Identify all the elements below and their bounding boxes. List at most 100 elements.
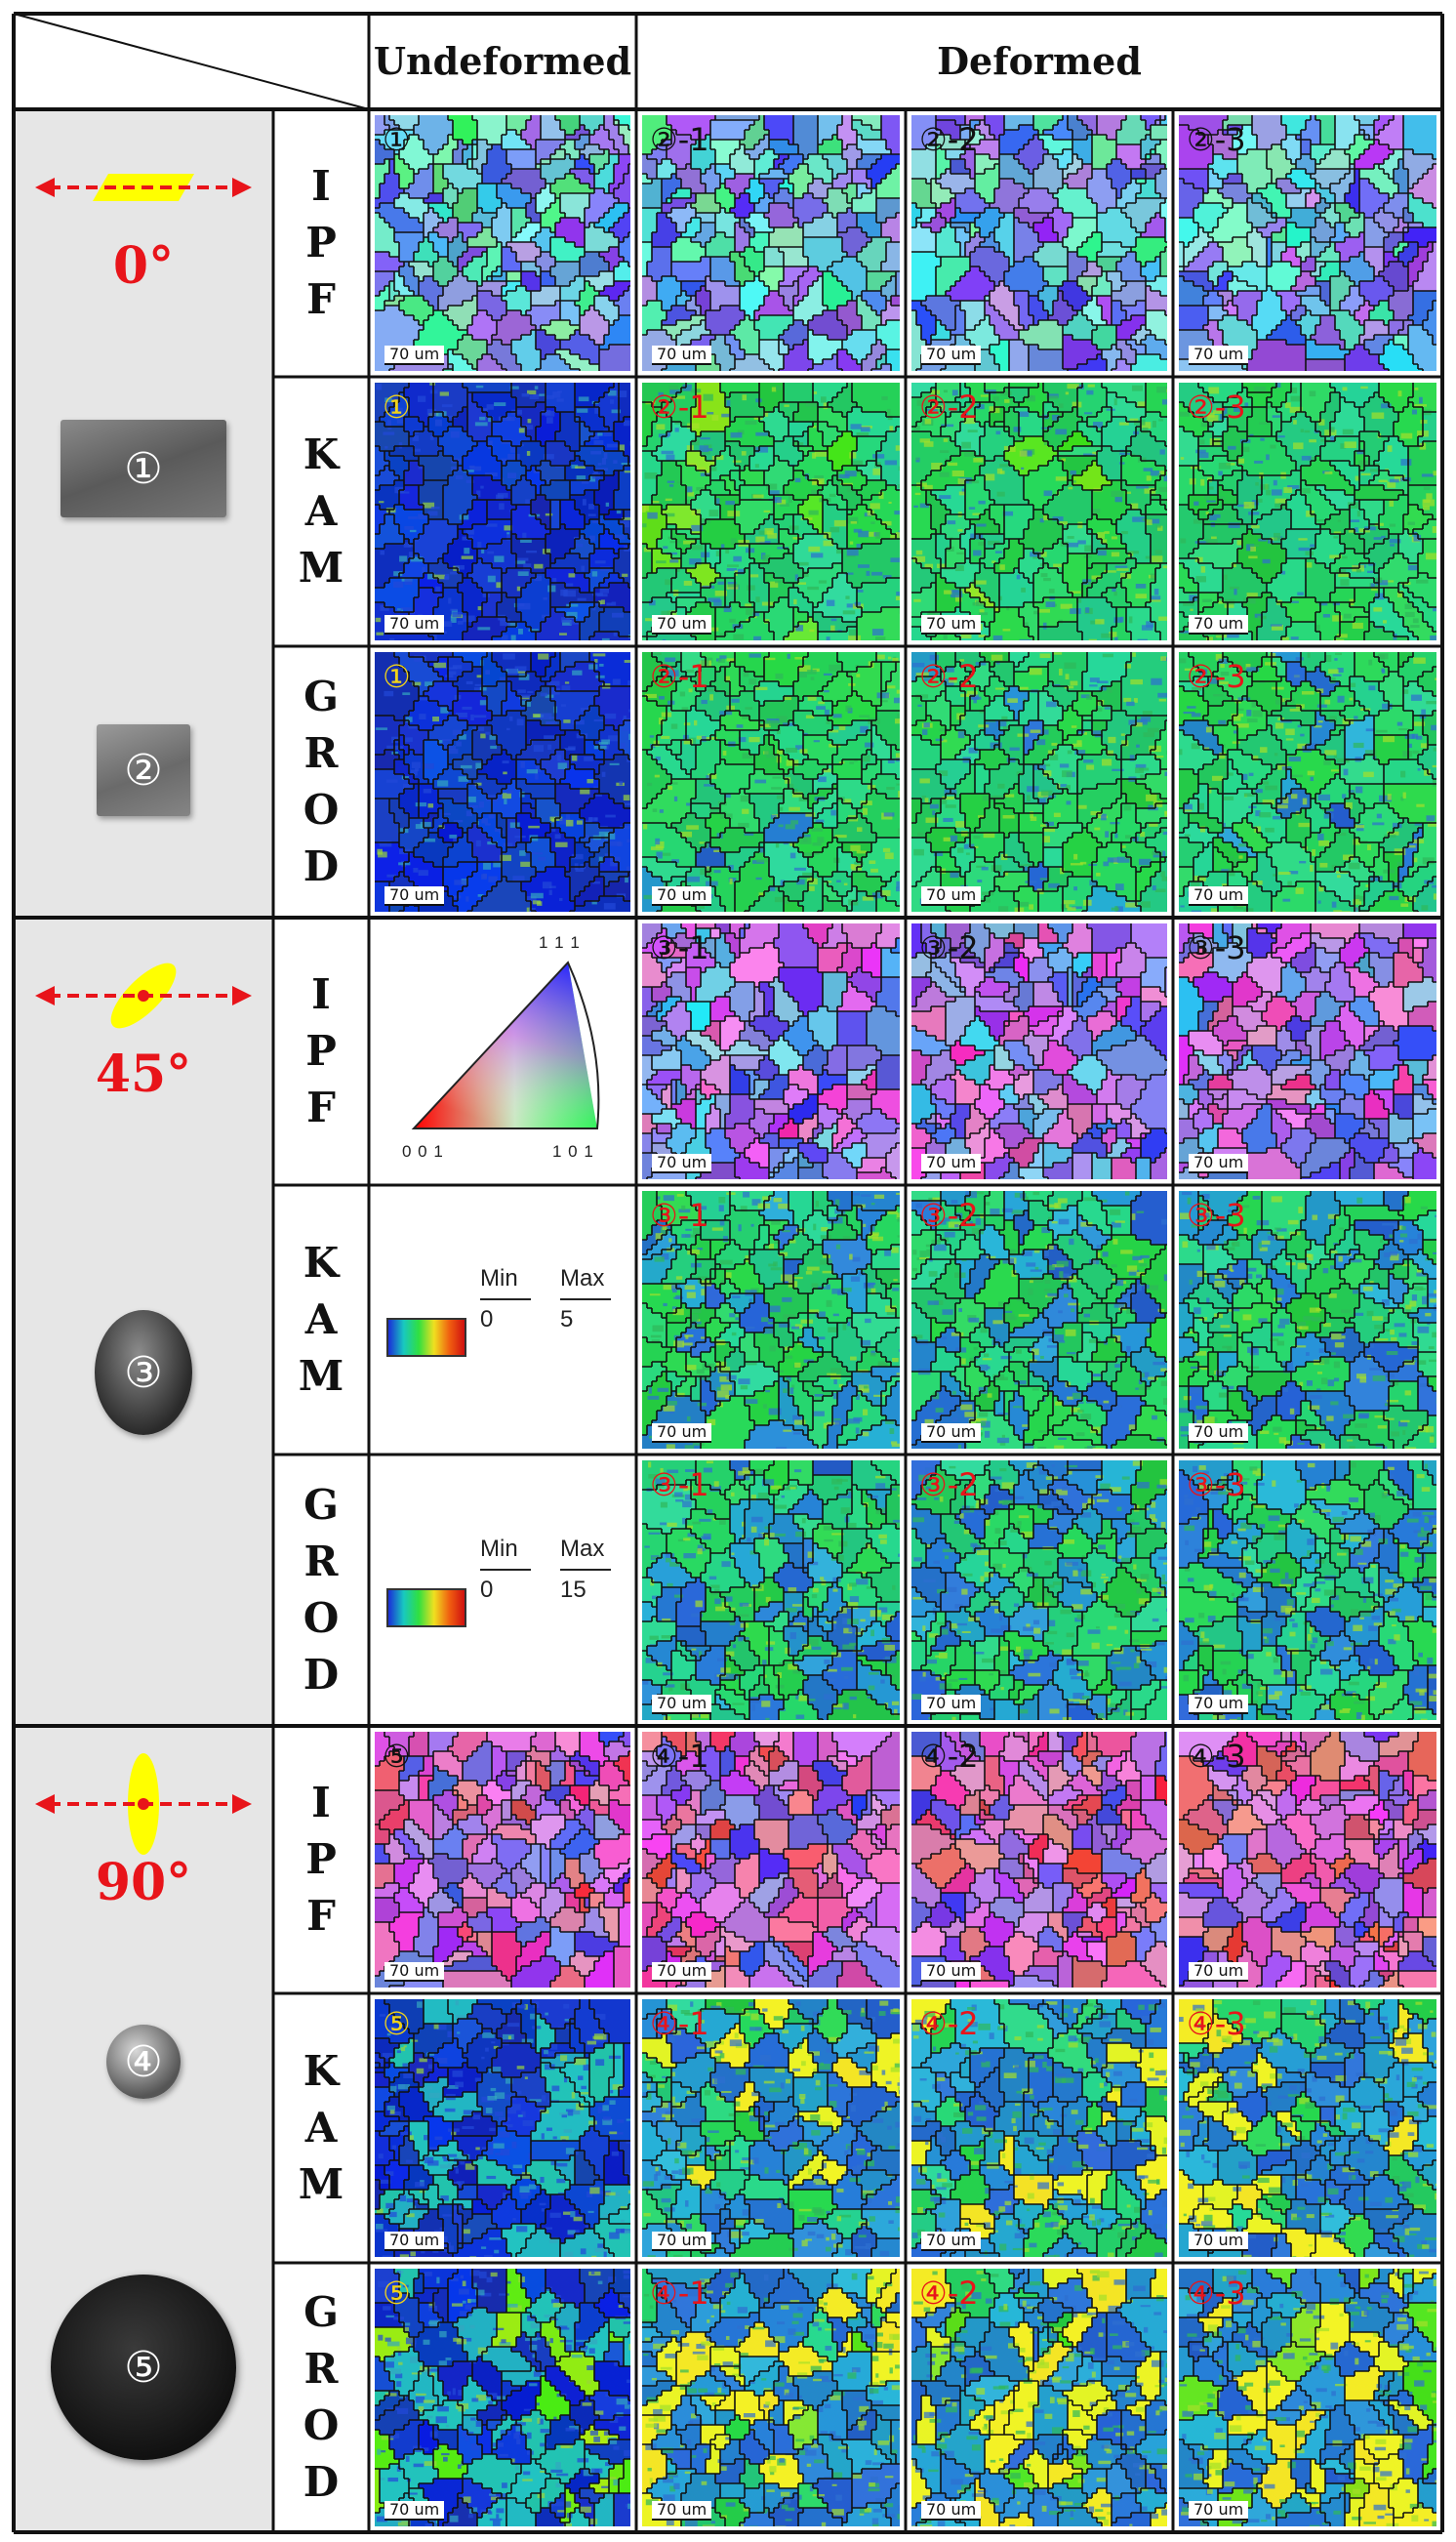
scale-bar: 70 um <box>652 1423 712 1443</box>
panel-tag: ④-1 <box>650 2005 709 2042</box>
scale-bar: 70 um <box>384 615 445 635</box>
scale-bar: 70 um <box>921 1695 982 1714</box>
row-label-letter: A <box>305 483 338 540</box>
row-label-letter: P <box>305 1023 337 1080</box>
deformed-kam-map: ③-3 70 um <box>1179 1191 1436 1449</box>
specimen-number: ③ <box>124 1348 162 1398</box>
scale-bar: 70 um <box>652 886 712 906</box>
panel-tag: ④-2 <box>919 2275 979 2312</box>
scale-bar: 70 um <box>384 2501 445 2521</box>
specimen-number: ② <box>124 746 162 796</box>
panel-tag: ④-1 <box>650 2275 709 2312</box>
row-label-letter: R <box>304 725 339 782</box>
deformed-grod-map: ③-1 70 um <box>642 1460 900 1720</box>
scale-bar: 70 um <box>652 1962 712 1982</box>
deformed-grod-map: ④-2 70 um <box>911 2269 1167 2526</box>
undeformed-grod-map: Min Max 0 15 <box>375 1460 630 1720</box>
double-arrow-icon <box>35 174 252 201</box>
panel-tag: ②-3 <box>1187 389 1246 426</box>
row-label-letter: A <box>305 1292 338 1348</box>
double-arrow-icon <box>35 963 252 1029</box>
legend-max-label: Max <box>560 1536 604 1563</box>
panel-tag: ②-2 <box>919 658 979 695</box>
specimen-photo: ⑤ <box>51 2275 236 2460</box>
deformed-ipf-map: ④-3 70 um <box>1179 1732 1436 1988</box>
row-label-letter: O <box>303 2398 340 2454</box>
row-label-letter: K <box>303 427 340 483</box>
undeformed-grod-map: ⑤ 70 um <box>375 2269 630 2526</box>
row-label-letter: G <box>303 1477 339 1534</box>
specimen-number: ④ <box>124 2037 162 2087</box>
scale-bar: 70 um <box>921 1962 982 1982</box>
undeformed-ipf-map: ⑤ 70 um <box>375 1732 630 1988</box>
scale-bar: 70 um <box>652 615 712 635</box>
scale-bar: 70 um <box>1189 1695 1249 1714</box>
header-deformed: Deformed <box>636 14 1442 107</box>
legend-min-label: Min <box>480 1265 518 1292</box>
deformed-kam-map: ②-2 70 um <box>911 383 1167 640</box>
specimen-number: ⑤ <box>124 2343 162 2393</box>
deformed-grod-map: ②-1 70 um <box>642 652 900 912</box>
legend-max-value: 5 <box>560 1306 573 1333</box>
scale-bar: 70 um <box>1189 615 1249 635</box>
row-label-letter: O <box>303 782 340 839</box>
panel-tag: ① <box>383 389 411 426</box>
scale-bar: 70 um <box>652 1154 712 1173</box>
specimen-photo: ② <box>97 724 190 816</box>
scale-bar: 70 um <box>652 2232 712 2251</box>
panel-tag: ②-2 <box>919 389 979 426</box>
panel-tag: ②-2 <box>919 121 979 158</box>
undeformed-kam-map: Min Max 0 5 <box>375 1191 630 1449</box>
row-label-letter: F <box>306 1888 336 1945</box>
row-label-letter: G <box>303 669 339 725</box>
legend-rule <box>560 1298 611 1300</box>
deformed-kam-map: ④-3 70 um <box>1179 1999 1436 2257</box>
scale-bar: 70 um <box>1189 2232 1249 2251</box>
row-label-letter: P <box>305 1831 337 1888</box>
panel-tag: ④-1 <box>650 1738 709 1775</box>
row-label-letter: A <box>305 2100 338 2156</box>
panel-tag: ④-3 <box>1187 2005 1246 2042</box>
scale-bar: 70 um <box>921 615 982 635</box>
deformed-grod-map: ③-3 70 um <box>1179 1460 1436 1720</box>
legend-rule <box>560 1569 611 1571</box>
legend-min-value: 0 <box>480 1306 493 1333</box>
panel-tag: ③-3 <box>1187 1466 1246 1503</box>
scale-bar: 70 um <box>384 886 445 906</box>
row-label-letter: D <box>303 1647 339 1703</box>
panel-tag: ④-2 <box>919 2005 979 2042</box>
header-undeformed: Undeformed <box>369 14 636 107</box>
deformed-ipf-map: ④-2 70 um <box>911 1732 1167 1988</box>
scale-bar: 70 um <box>1189 886 1249 906</box>
color-scale-bar <box>386 1318 466 1357</box>
specimen-photo: ④ <box>106 2025 181 2099</box>
panel-tag: ③-3 <box>1187 929 1246 966</box>
undeformed-kam-map: ⑤ 70 um <box>375 1999 630 2257</box>
row-label-letter: M <box>299 1348 344 1405</box>
deformed-grod-map: ④-3 70 um <box>1179 2269 1436 2526</box>
row-label-letter: D <box>303 2454 339 2511</box>
panel-tag: ③-1 <box>650 1466 709 1503</box>
color-scale-bar <box>386 1588 466 1627</box>
specimen-number: ① <box>124 444 162 494</box>
panel-tag: ③-2 <box>919 1197 979 1234</box>
deformed-kam-map: ④-1 70 um <box>642 1999 900 2257</box>
row-label-letter: F <box>306 271 336 328</box>
row-label-letter: R <box>304 2341 339 2398</box>
undeformed-kam-map: ① 70 um <box>375 383 630 640</box>
row-label-letter: K <box>303 1235 340 1292</box>
scale-bar: 70 um <box>921 1154 982 1173</box>
deformed-kam-map: ③-2 70 um <box>911 1191 1167 1449</box>
legend-rule <box>480 1298 531 1300</box>
panel-tag: ②-3 <box>1187 658 1246 695</box>
deformed-ipf-map: ②-2 70 um <box>911 115 1167 371</box>
legend-max-label: Max <box>560 1265 604 1292</box>
row-label-letter: I <box>311 158 331 215</box>
deformed-kam-map: ②-1 70 um <box>642 383 900 640</box>
deformed-ipf-map: ④-1 70 um <box>642 1732 900 1988</box>
